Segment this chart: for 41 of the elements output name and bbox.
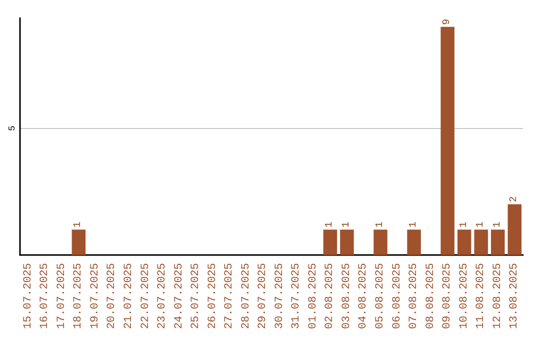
x-tick-label: 21.07.2025	[122, 262, 135, 330]
x-tick-label: 23.07.2025	[156, 262, 169, 330]
x-tick-label: 18.07.2025	[72, 262, 85, 330]
x-tick-label: 06.08.2025	[391, 262, 404, 330]
data-label: 1	[408, 222, 420, 228]
x-tick-label: 07.08.2025	[408, 262, 420, 330]
data-label: 1	[73, 222, 84, 228]
x-tick-label: 11.08.2025	[475, 262, 488, 330]
x-tick-label: 29.07.2025	[257, 262, 270, 330]
x-tick-label: 01.08.2025	[307, 262, 320, 330]
x-tick-label: 09.08.2025	[442, 262, 454, 330]
data-label: 1	[476, 222, 487, 228]
x-tick-label: 19.07.2025	[89, 262, 102, 330]
data-label: 9	[442, 18, 454, 25]
y-tick-label: 5	[8, 126, 18, 131]
data-label: 1	[324, 222, 336, 228]
x-tick-label: 27.07.2025	[224, 262, 236, 330]
data-label: 1	[374, 222, 386, 228]
x-tick-label: 08.08.2025	[424, 262, 437, 330]
x-tick-label: 15.07.2025	[22, 262, 34, 330]
x-tick-label: 16.07.2025	[39, 262, 52, 330]
x-tick-label: 13.08.2025	[508, 262, 521, 330]
x-tick-label: 03.08.2025	[340, 262, 353, 330]
x-tick-label: 30.07.2025	[274, 262, 286, 330]
x-tick-label: 20.07.2025	[106, 262, 118, 330]
x-tick-label: 12.08.2025	[492, 262, 504, 330]
data-label: 1	[492, 222, 504, 228]
data-label: 1	[458, 222, 470, 228]
x-tick-label: 05.08.2025	[374, 262, 386, 330]
x-tick-label: 17.07.2025	[56, 262, 68, 330]
x-tick-label: 25.07.2025	[190, 262, 202, 330]
data-label: 1	[341, 222, 352, 228]
x-tick-label: 24.07.2025	[173, 262, 186, 330]
data-label: 2	[509, 196, 520, 202]
x-tick-label: 04.08.2025	[358, 262, 370, 330]
x-tick-label: 31.07.2025	[290, 262, 303, 330]
x-tick-label: 22.07.2025	[140, 262, 152, 330]
x-tick-label: 10.08.2025	[458, 262, 470, 330]
x-tick-label: 26.07.2025	[206, 262, 219, 330]
x-tick-label: 02.08.2025	[324, 262, 336, 330]
x-tick-label: 28.07.2025	[240, 262, 252, 330]
